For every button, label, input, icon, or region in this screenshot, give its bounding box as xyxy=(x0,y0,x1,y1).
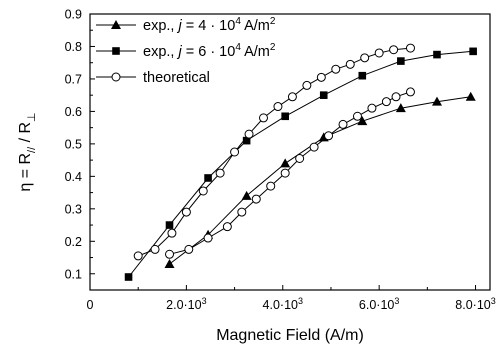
y-tick-label: 0.5 xyxy=(65,137,82,151)
circle-point xyxy=(338,119,348,129)
y-axis-title: η = R// / R⊥ xyxy=(17,112,38,191)
square-point xyxy=(204,174,212,182)
circle-point xyxy=(352,111,362,121)
square-point xyxy=(397,57,405,65)
triangle-point xyxy=(280,158,291,168)
triangle-point xyxy=(395,103,406,113)
legend-label: exp., j = 4 · 104 A/m2 xyxy=(143,16,276,34)
x-tick-label: 8.0·103 xyxy=(455,296,495,312)
circle-point xyxy=(222,222,232,232)
legend-circle-marker xyxy=(111,72,121,82)
series-markers xyxy=(124,43,477,281)
x-tick-label: 4.0·103 xyxy=(263,296,303,312)
series-line-2 xyxy=(128,50,474,278)
y-tick-label: 0.2 xyxy=(65,235,82,249)
square-point xyxy=(469,47,477,56)
circle-point xyxy=(165,249,175,259)
circle-point xyxy=(295,153,305,163)
y-axis-title-slash: / R xyxy=(17,122,34,147)
circle-point xyxy=(215,168,225,178)
circle-point xyxy=(331,64,341,74)
y-axis-title-perp-sub: ⊥ xyxy=(26,112,38,122)
plot-frame xyxy=(89,13,491,291)
circle-point xyxy=(133,251,143,261)
y-tick-label: 0.1 xyxy=(65,267,82,281)
circle-point xyxy=(280,168,290,178)
square-point xyxy=(319,91,328,99)
circle-point xyxy=(198,186,208,196)
circle-point xyxy=(244,129,254,139)
square-point xyxy=(242,136,251,145)
circle-point xyxy=(181,207,191,217)
circle-point xyxy=(184,244,194,254)
circle-point xyxy=(273,102,283,112)
circle-point xyxy=(167,228,177,238)
circle-point xyxy=(389,45,399,55)
circle-point xyxy=(230,147,240,157)
legend: exp., j = 4 · 104 A/m2 exp., j = 6 · 104 … xyxy=(96,16,276,86)
circle-point xyxy=(309,142,319,152)
circle-point xyxy=(203,233,213,243)
circle-point xyxy=(405,43,415,53)
circle-point xyxy=(360,53,370,63)
legend-label: theoretical xyxy=(143,70,210,86)
y-tick-label: 0.8 xyxy=(65,40,82,54)
circle-point xyxy=(316,72,326,82)
triangle-point xyxy=(241,190,252,200)
x-tick-label: 6.0·103 xyxy=(359,296,399,312)
x-tick-label: 0 xyxy=(87,298,94,312)
square-point xyxy=(124,273,133,281)
y-tick-label: 0.7 xyxy=(65,72,82,86)
y-tick-label: 0.4 xyxy=(65,170,82,184)
circle-point xyxy=(251,194,261,204)
triangle-point xyxy=(357,116,368,126)
circle-point xyxy=(287,92,297,102)
legend-square-marker xyxy=(112,47,120,55)
y-axis-title-eta: η = R xyxy=(17,153,34,192)
circle-point xyxy=(367,103,377,113)
x-axis-ticks: 0 2.0·103 4.0·103 6.0·103 8.0·103 xyxy=(87,285,496,312)
circle-point xyxy=(345,59,355,69)
circle-point xyxy=(374,48,384,58)
triangle-point xyxy=(431,96,442,106)
y-tick-label: 0.9 xyxy=(65,8,82,22)
y-axis-title-par-sub: // xyxy=(26,146,38,153)
triangle-point xyxy=(465,91,476,101)
square-point xyxy=(165,221,174,229)
circle-point xyxy=(258,113,268,123)
circle-point xyxy=(302,80,312,90)
circle-point xyxy=(391,92,401,102)
circle-point xyxy=(405,87,415,97)
legend-label: exp., j = 6 · 104 A/m2 xyxy=(143,42,276,60)
x-axis-title: Magnetic Field (A/m) xyxy=(216,327,364,344)
circle-point xyxy=(266,181,276,191)
series-line-1 xyxy=(169,96,471,265)
legend-triangle-marker xyxy=(111,20,121,29)
y-tick-label: 0.3 xyxy=(65,202,82,216)
circle-point xyxy=(237,207,247,217)
circle-point xyxy=(381,97,391,107)
circle-point xyxy=(150,244,160,254)
triangle-point xyxy=(164,259,175,269)
square-point xyxy=(281,112,289,121)
square-point xyxy=(358,71,367,80)
y-tick-label: 0.6 xyxy=(65,105,82,119)
circle-point xyxy=(324,131,334,141)
x-tick-label: 2.0·103 xyxy=(166,296,206,312)
y-axis-ticks: 0.1 0.2 0.3 0.4 0.5 0.6 0.7 0.8 0.9 xyxy=(65,8,95,281)
series-line-4 xyxy=(169,91,411,255)
square-point xyxy=(433,50,441,59)
